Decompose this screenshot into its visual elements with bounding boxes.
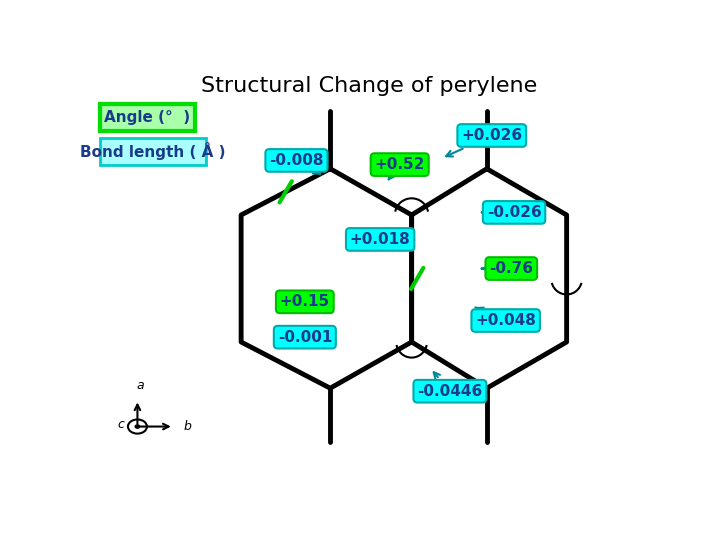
Text: +0.026: +0.026 (446, 128, 522, 157)
FancyBboxPatch shape (100, 138, 206, 165)
Text: +0.52: +0.52 (374, 157, 425, 179)
Text: +0.018: +0.018 (350, 232, 410, 247)
Text: Structural Change of perylene: Structural Change of perylene (201, 76, 537, 96)
Text: b: b (184, 420, 192, 433)
Text: -0.008: -0.008 (269, 153, 324, 174)
Text: a: a (136, 379, 144, 392)
Text: -0.001: -0.001 (278, 329, 332, 345)
Text: -0.0446: -0.0446 (418, 372, 482, 399)
Text: Bond length ( Å ): Bond length ( Å ) (81, 142, 226, 160)
Text: +0.048: +0.048 (475, 307, 536, 328)
Text: Angle (°  ): Angle (° ) (104, 110, 191, 125)
Text: -0.026: -0.026 (482, 205, 541, 220)
Text: c: c (118, 418, 125, 431)
FancyBboxPatch shape (100, 104, 195, 131)
Text: -0.76: -0.76 (482, 261, 534, 276)
Text: +0.15: +0.15 (280, 294, 330, 309)
Circle shape (135, 425, 140, 428)
